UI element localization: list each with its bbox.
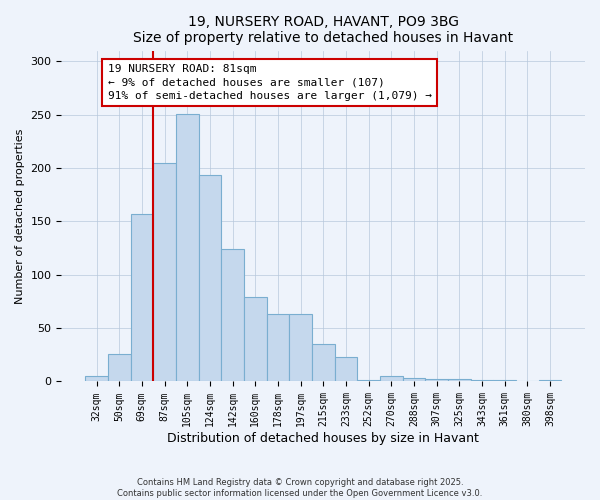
Bar	[176, 114, 199, 382]
Bar	[131, 214, 153, 382]
Bar	[266, 314, 289, 382]
Bar	[289, 314, 312, 382]
Bar	[425, 380, 448, 382]
Bar	[380, 376, 403, 382]
Bar	[403, 378, 425, 382]
Bar	[539, 380, 561, 382]
Bar	[199, 176, 221, 382]
Y-axis label: Number of detached properties: Number of detached properties	[15, 128, 25, 304]
Bar	[357, 380, 380, 382]
Bar	[244, 297, 266, 382]
Bar	[448, 380, 470, 382]
Bar	[493, 380, 516, 382]
Text: Contains HM Land Registry data © Crown copyright and database right 2025.
Contai: Contains HM Land Registry data © Crown c…	[118, 478, 482, 498]
X-axis label: Distribution of detached houses by size in Havant: Distribution of detached houses by size …	[167, 432, 479, 445]
Bar	[153, 162, 176, 382]
Bar	[85, 376, 108, 382]
Text: 19 NURSERY ROAD: 81sqm
← 9% of detached houses are smaller (107)
91% of semi-det: 19 NURSERY ROAD: 81sqm ← 9% of detached …	[108, 64, 432, 101]
Bar	[470, 380, 493, 382]
Bar	[312, 344, 335, 382]
Bar	[108, 354, 131, 382]
Bar	[221, 249, 244, 382]
Bar	[335, 357, 357, 382]
Title: 19, NURSERY ROAD, HAVANT, PO9 3BG
Size of property relative to detached houses i: 19, NURSERY ROAD, HAVANT, PO9 3BG Size o…	[133, 15, 513, 45]
